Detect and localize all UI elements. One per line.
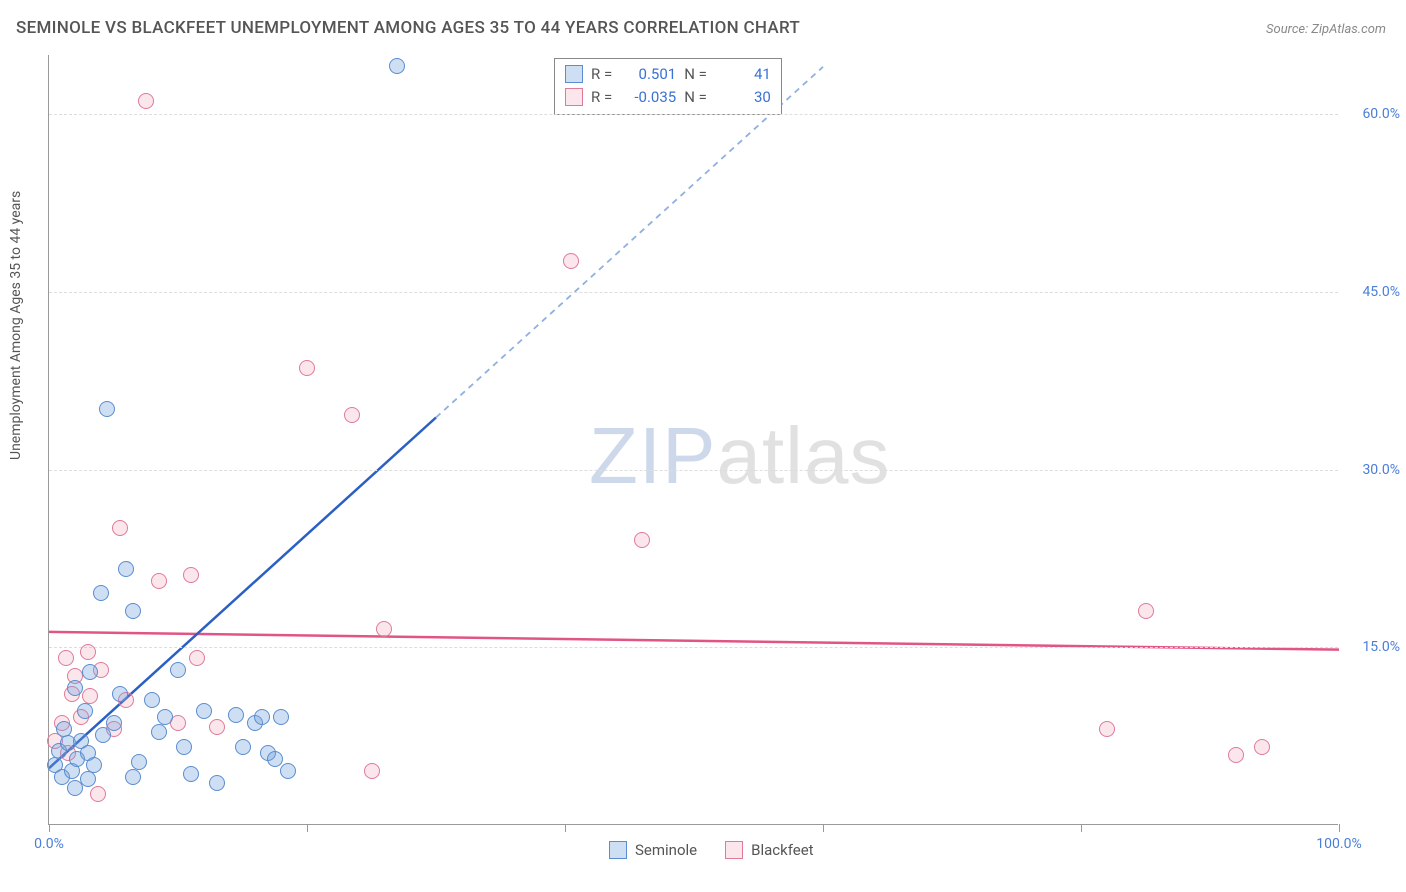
- y-tick-label: 60.0%: [1344, 106, 1400, 122]
- n-label: N =: [684, 86, 707, 109]
- data-point: [209, 719, 225, 735]
- scatter-plot: ZIPatlas R = 0.501 N = 41 R = -0.035 N =…: [48, 55, 1338, 825]
- data-point: [189, 650, 205, 666]
- seminole-n-value: 41: [715, 63, 771, 86]
- tick-mark: [823, 824, 824, 832]
- data-point: [376, 621, 392, 637]
- data-point: [112, 686, 128, 702]
- data-point: [125, 603, 141, 619]
- blackfeet-swatch-icon: [565, 88, 583, 106]
- data-point: [563, 253, 579, 269]
- y-tick-label: 15.0%: [1344, 639, 1400, 655]
- blackfeet-swatch-icon: [725, 841, 743, 859]
- data-point: [82, 664, 98, 680]
- data-point: [389, 58, 405, 74]
- data-point: [125, 769, 141, 785]
- seminole-r-value: 0.501: [620, 63, 676, 86]
- tick-mark: [1339, 824, 1340, 832]
- y-tick-label: 45.0%: [1344, 284, 1400, 300]
- data-point: [228, 707, 244, 723]
- data-point: [157, 709, 173, 725]
- data-point: [151, 724, 167, 740]
- seminole-swatch-icon: [609, 841, 627, 859]
- data-point: [280, 763, 296, 779]
- source-label: Source: ZipAtlas.com: [1266, 22, 1386, 37]
- gridline-h: [49, 470, 1338, 471]
- gridline-h: [49, 292, 1338, 293]
- data-point: [1138, 603, 1154, 619]
- y-axis-label: Unemployment Among Ages 35 to 44 years: [8, 191, 24, 460]
- data-point: [99, 401, 115, 417]
- seminole-swatch-icon: [565, 65, 583, 83]
- tick-mark: [49, 824, 50, 832]
- data-point: [67, 680, 83, 696]
- tick-mark: [1081, 824, 1082, 832]
- x-tick-label: 0.0%: [34, 836, 64, 852]
- data-point: [1228, 747, 1244, 763]
- tick-mark: [565, 824, 566, 832]
- n-label: N =: [684, 63, 707, 86]
- data-point: [254, 709, 270, 725]
- r-label: R =: [591, 86, 612, 109]
- data-point: [364, 763, 380, 779]
- blackfeet-r-value: -0.035: [620, 86, 676, 109]
- data-point: [183, 766, 199, 782]
- watermark-zip: ZIP: [589, 411, 716, 500]
- data-point: [176, 739, 192, 755]
- watermark-atlas: atlas: [716, 411, 890, 500]
- correlation-box: R = 0.501 N = 41 R = -0.035 N = 30: [554, 58, 782, 115]
- data-point: [93, 585, 109, 601]
- gridline-h: [49, 647, 1338, 648]
- data-point: [138, 93, 154, 109]
- data-point: [80, 644, 96, 660]
- data-point: [267, 751, 283, 767]
- x-tick-label: 100.0%: [1316, 836, 1361, 852]
- data-point: [151, 573, 167, 589]
- data-point: [196, 703, 212, 719]
- tick-mark: [307, 824, 308, 832]
- corr-row-blackfeet: R = -0.035 N = 30: [565, 86, 771, 109]
- blackfeet-n-value: 30: [715, 86, 771, 109]
- data-point: [634, 532, 650, 548]
- data-point: [235, 739, 251, 755]
- data-point: [82, 688, 98, 704]
- legend-blackfeet-label: Blackfeet: [751, 841, 813, 859]
- data-point: [344, 407, 360, 423]
- data-point: [106, 715, 122, 731]
- legend-item-blackfeet: Blackfeet: [725, 841, 813, 859]
- legend-seminole-label: Seminole: [635, 841, 697, 859]
- data-point: [80, 771, 96, 787]
- data-point: [1254, 739, 1270, 755]
- data-point: [112, 520, 128, 536]
- gridline-h: [49, 114, 1338, 115]
- corr-row-seminole: R = 0.501 N = 41: [565, 63, 771, 86]
- data-point: [183, 567, 199, 583]
- data-point: [58, 650, 74, 666]
- chart-title: SEMINOLE VS BLACKFEET UNEMPLOYMENT AMONG…: [16, 18, 800, 38]
- data-point: [144, 692, 160, 708]
- data-point: [209, 775, 225, 791]
- data-point: [170, 662, 186, 678]
- data-point: [90, 786, 106, 802]
- data-point: [273, 709, 289, 725]
- legend-item-seminole: Seminole: [609, 841, 697, 859]
- legend-bottom: Seminole Blackfeet: [609, 841, 814, 859]
- watermark: ZIPatlas: [589, 410, 890, 502]
- data-point: [77, 703, 93, 719]
- data-point: [299, 360, 315, 376]
- y-tick-label: 30.0%: [1344, 462, 1400, 478]
- data-point: [1099, 721, 1115, 737]
- r-label: R =: [591, 63, 612, 86]
- data-point: [118, 561, 134, 577]
